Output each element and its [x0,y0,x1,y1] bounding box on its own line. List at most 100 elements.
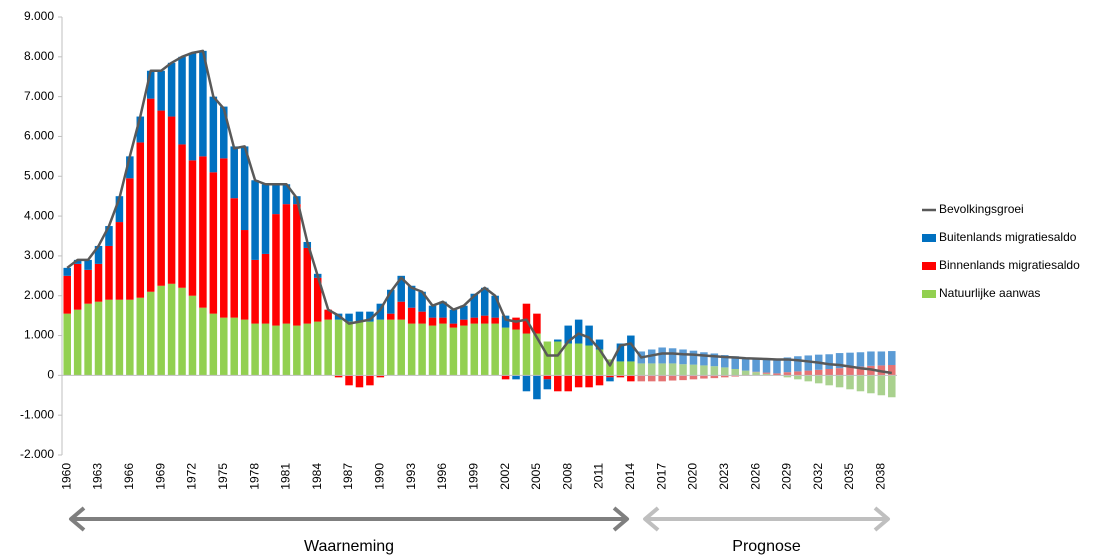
bar [710,366,719,376]
bar [251,323,259,376]
bar [888,365,896,376]
bar [240,146,249,231]
bar [689,375,698,380]
bar [84,259,92,270]
bar [449,327,458,376]
bar [491,295,499,318]
bar [877,351,886,366]
bar [491,323,499,376]
bar [157,110,165,286]
bar [105,226,113,246]
bar [731,375,739,377]
bar [63,267,71,276]
bar [313,321,322,376]
bar [240,319,249,376]
bar [794,371,802,376]
bar [282,184,291,205]
bar [835,368,844,376]
legend-label: Bevolkingsgroei [939,202,1024,216]
bar [700,365,708,376]
bar [679,375,687,381]
bar [178,56,186,145]
bar [94,263,103,302]
bar [888,375,896,398]
x-tick-label: 2038 [874,463,888,490]
bar [814,369,823,376]
y-tick-label: 4.000 [24,208,54,222]
bar [251,180,259,260]
bar [428,305,437,318]
bar [585,375,593,388]
legend-label: Natuurlijke aanwas [939,286,1040,300]
bar [606,375,614,378]
bar [689,350,698,365]
bar [115,299,124,376]
bar [533,333,541,376]
bar [522,333,531,376]
y-tick-label: 1.000 [24,328,54,342]
x-tick-label: 1963 [91,463,105,490]
line [66,49,892,375]
bar [554,339,562,342]
bar [595,375,604,386]
bar [115,222,124,300]
bar [814,375,823,384]
bar [251,259,259,324]
bar [762,373,771,376]
bar [846,352,854,368]
bar [647,363,656,376]
bar [627,335,635,362]
bar [303,247,312,324]
bar [856,352,865,367]
bar [752,358,760,372]
bar [272,214,280,326]
bar [867,375,875,394]
bar [825,368,833,376]
bar [658,347,666,364]
legend-label: Buitenlands migratiesaldo [939,230,1077,244]
bar [647,375,656,382]
bar [460,319,468,326]
bar [397,275,405,302]
x-tick-label: 1966 [122,463,136,490]
x-tick-label: 1972 [185,463,199,490]
bar [825,354,833,369]
bar [470,293,479,318]
bar [867,351,875,366]
bar [731,368,739,376]
bar [334,319,343,376]
bar [460,325,468,376]
x-tick-label: 1996 [435,463,449,490]
x-tick-label: 1993 [404,463,418,490]
bar [157,70,165,111]
bar [293,325,301,376]
bar [293,204,301,326]
bar [324,319,332,376]
bar [783,357,792,373]
bar [146,70,155,99]
x-tick-label: 1984 [310,463,324,490]
bar [627,361,635,376]
legend-label: Binnenlands migratiesaldo [939,258,1080,272]
bar [522,375,531,392]
bar [783,375,792,378]
annotation: Waarneming [304,538,394,555]
bar [397,301,405,320]
bar [178,144,186,288]
bar [449,309,458,324]
y-tick-label: 2.000 [24,288,54,302]
bar [689,364,698,376]
bar [209,313,218,376]
bar [700,375,708,379]
bar [157,285,165,376]
bar [407,307,416,324]
bar [501,315,510,328]
bar [554,341,562,376]
bar [73,263,82,310]
x-tick-label: 1999 [466,463,480,490]
bar [480,287,489,316]
bar [564,375,572,392]
bar [804,375,813,382]
bar [126,299,134,376]
x-tick-label: 1975 [216,463,230,490]
